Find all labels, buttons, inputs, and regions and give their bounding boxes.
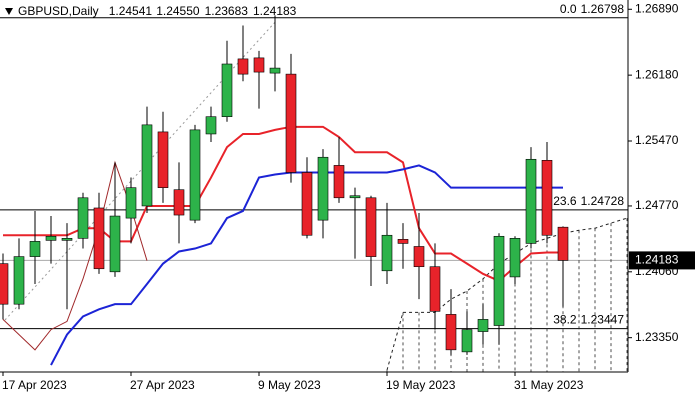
candle-body	[237, 58, 249, 75]
candle-body	[525, 158, 537, 244]
candle-body	[365, 197, 377, 257]
candle-body	[189, 129, 201, 221]
candle-body	[285, 73, 297, 173]
current-price-label: 1.24183	[635, 253, 679, 267]
fib-level-label: 38.2 1.23447	[553, 313, 624, 327]
candle-body	[333, 165, 345, 199]
cloud-line	[386, 217, 628, 371]
header-low: 1.23683	[205, 4, 249, 18]
chart-header: GBPUSD,Daily 1.24541 1.24550 1.23683 1.24183	[18, 4, 297, 18]
candle-body	[445, 314, 457, 351]
candle-body	[269, 67, 281, 74]
candle-body	[461, 329, 473, 353]
plot-area: 0.0 1.26798 23.6 1.24728 38.2 1.23447	[0, 2, 628, 372]
candle-body	[429, 266, 441, 312]
candle-body	[173, 189, 185, 216]
indicator-line	[2, 160, 148, 351]
candle-body	[349, 195, 361, 199]
fib-level-name: 0.0	[560, 2, 577, 16]
x-tick-label: 17 Apr 2023	[2, 378, 67, 392]
candle-body	[0, 263, 9, 305]
fib-level-price: 1.24728	[581, 194, 625, 208]
candle-body	[29, 241, 41, 257]
fib-level-price: 1.26798	[581, 2, 625, 16]
candle-body	[61, 238, 73, 241]
candle-body	[77, 197, 89, 239]
candle-body	[493, 235, 505, 326]
fib-level-price: 1.23447	[581, 313, 625, 327]
y-tick-label: 1.26180	[635, 67, 679, 81]
header-high: 1.24550	[156, 4, 200, 18]
candle-body	[301, 172, 313, 236]
x-tick-label: 31 May 2023	[514, 378, 584, 392]
candle-body	[125, 187, 137, 219]
y-tick-label: 1.26890	[635, 1, 679, 15]
candle-body	[141, 124, 153, 207]
candle-body	[253, 57, 265, 73]
candle-body	[317, 156, 329, 221]
x-tick-label: 19 May 2023	[386, 378, 456, 392]
candle-body	[381, 234, 393, 272]
candle-body	[157, 131, 169, 188]
candle-body	[13, 256, 25, 305]
candle-body	[541, 160, 553, 236]
y-tick-label: 1.24770	[635, 198, 679, 212]
x-tick-label: 9 May 2023	[258, 378, 321, 392]
header-close: 1.24183	[253, 4, 297, 18]
fib-level-name: 23.6	[553, 194, 577, 208]
header-open: 1.24541	[109, 4, 153, 18]
fib-level-label: 0.0 1.26798	[560, 2, 624, 16]
menu-triangle[interactable]	[5, 8, 13, 15]
x-tick-label: 27 Apr 2023	[130, 378, 195, 392]
fib-level-name: 38.2	[553, 313, 577, 327]
symbol: GBPUSD,Daily	[18, 4, 99, 18]
y-tick-label: 1.23350	[635, 330, 679, 344]
current-price-tag	[629, 251, 695, 270]
fib-level-label: 23.6 1.24728	[553, 194, 624, 208]
candle-body	[397, 239, 409, 244]
candle-body	[45, 235, 57, 241]
candle-body	[205, 116, 217, 135]
candle-body	[413, 246, 425, 268]
candle-body	[93, 207, 105, 270]
candle-body	[477, 319, 489, 332]
candle-body	[221, 63, 233, 118]
candle-body	[109, 215, 121, 273]
candle-body	[509, 238, 521, 278]
candle-body	[557, 226, 569, 261]
y-tick-label: 1.25470	[635, 133, 679, 147]
